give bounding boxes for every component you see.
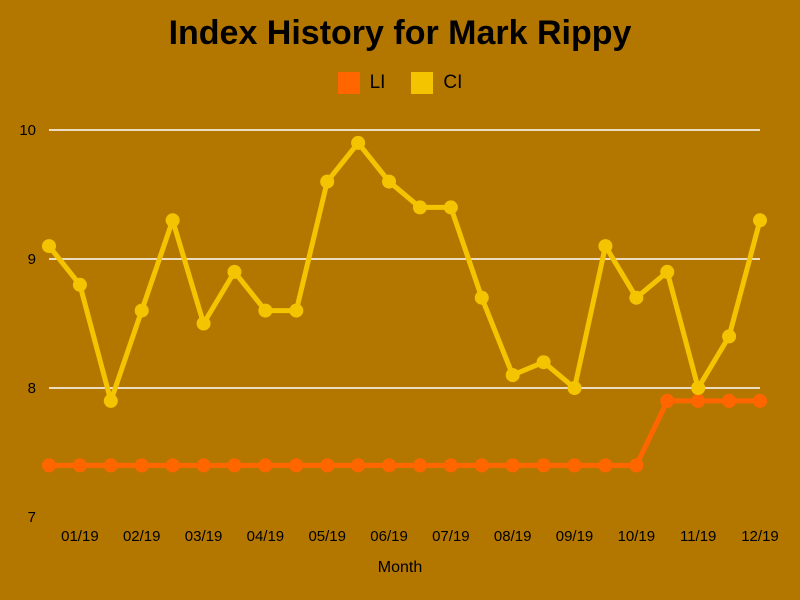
data-point-li[interactable] — [72, 458, 87, 473]
data-point-li[interactable] — [722, 393, 737, 408]
data-point-ci[interactable] — [598, 239, 613, 254]
data-point-ci[interactable] — [196, 316, 211, 331]
data-point-li[interactable] — [567, 458, 582, 473]
x-tick-label: 06/19 — [370, 528, 408, 545]
data-point-li[interactable] — [134, 458, 149, 473]
x-tick-label: 04/19 — [247, 528, 285, 545]
data-point-ci[interactable] — [505, 368, 520, 383]
x-tick-label: 12/19 — [741, 528, 779, 545]
data-point-ci[interactable] — [103, 393, 118, 408]
legend-swatch-li — [337, 72, 360, 94]
series-line-li — [46, 398, 763, 468]
x-tick-label: 07/19 — [432, 528, 470, 545]
legend: LI CI — [0, 72, 800, 94]
series-layer — [42, 135, 767, 473]
data-point-li[interactable] — [165, 458, 180, 473]
data-point-li[interactable] — [598, 458, 613, 473]
x-tick-label: 08/19 — [494, 528, 532, 545]
grid-lines — [49, 129, 760, 389]
data-point-li[interactable] — [443, 458, 458, 473]
data-point-ci[interactable] — [474, 290, 489, 305]
data-point-ci[interactable] — [691, 381, 706, 395]
data-point-li[interactable] — [289, 458, 304, 473]
x-tick-label: 11/19 — [680, 528, 716, 545]
data-point-li[interactable] — [196, 458, 211, 473]
x-tick-label: 10/19 — [618, 528, 656, 545]
legend-item-ci[interactable]: CI — [411, 72, 462, 94]
data-point-ci[interactable] — [382, 174, 397, 189]
x-tick-label: 01/19 — [61, 528, 99, 545]
data-point-ci[interactable] — [753, 213, 767, 228]
legend-label-ci: CI — [443, 72, 463, 93]
data-point-li[interactable] — [474, 458, 489, 473]
data-point-ci[interactable] — [42, 239, 56, 254]
series-line-ci — [46, 140, 763, 404]
series-ci — [42, 135, 767, 408]
data-point-li[interactable] — [753, 393, 767, 408]
data-point-ci[interactable] — [320, 174, 335, 189]
data-point-ci[interactable] — [351, 135, 366, 150]
data-point-li[interactable] — [227, 458, 242, 473]
data-point-li[interactable] — [382, 458, 397, 473]
y-tick-label: 9 — [28, 251, 36, 268]
data-point-li[interactable] — [536, 458, 551, 473]
x-tick-label: 03/19 — [185, 528, 223, 545]
legend-item-li[interactable]: LI — [337, 72, 386, 94]
data-point-li[interactable] — [258, 458, 273, 473]
data-point-ci[interactable] — [227, 264, 242, 279]
data-point-ci[interactable] — [443, 200, 458, 215]
data-point-ci[interactable] — [629, 290, 644, 305]
data-point-ci[interactable] — [258, 303, 273, 318]
data-point-li[interactable] — [505, 458, 520, 473]
data-point-ci[interactable] — [72, 277, 87, 292]
x-tick-label: 05/19 — [308, 528, 346, 545]
data-point-ci[interactable] — [412, 200, 427, 215]
data-point-li[interactable] — [629, 458, 644, 473]
y-tick-label: 8 — [28, 380, 36, 397]
legend-swatch-ci — [411, 72, 434, 94]
data-point-li[interactable] — [320, 458, 335, 473]
data-point-li[interactable] — [691, 393, 706, 408]
data-point-ci[interactable] — [536, 355, 551, 370]
x-axis-ticks: 01/19 02/19 03/19 04/19 05/19 06/19 07/19 08/19… — [61, 528, 779, 545]
legend-label-li: LI — [369, 72, 386, 93]
data-point-li[interactable] — [103, 458, 118, 473]
data-point-ci[interactable] — [722, 329, 737, 344]
y-tick-label: 10 — [19, 122, 36, 139]
data-point-ci[interactable] — [165, 213, 180, 228]
chart-title: Index History for Mark Rippy — [168, 14, 632, 52]
y-tick-label: 7 — [28, 509, 36, 526]
series-li — [42, 393, 767, 473]
x-axis-label: Month — [378, 559, 422, 576]
data-point-ci[interactable] — [567, 381, 582, 395]
data-point-ci[interactable] — [289, 303, 304, 318]
x-tick-label: 02/19 — [123, 528, 161, 545]
data-point-li[interactable] — [42, 458, 56, 473]
y-axis-ticks: 7 8 9 10 — [19, 122, 36, 526]
x-tick-label: 09/19 — [556, 528, 594, 545]
data-point-ci[interactable] — [660, 264, 675, 279]
data-point-li[interactable] — [351, 458, 366, 473]
data-point-li[interactable] — [660, 393, 675, 408]
data-point-ci[interactable] — [134, 303, 149, 318]
data-point-li[interactable] — [412, 458, 427, 473]
